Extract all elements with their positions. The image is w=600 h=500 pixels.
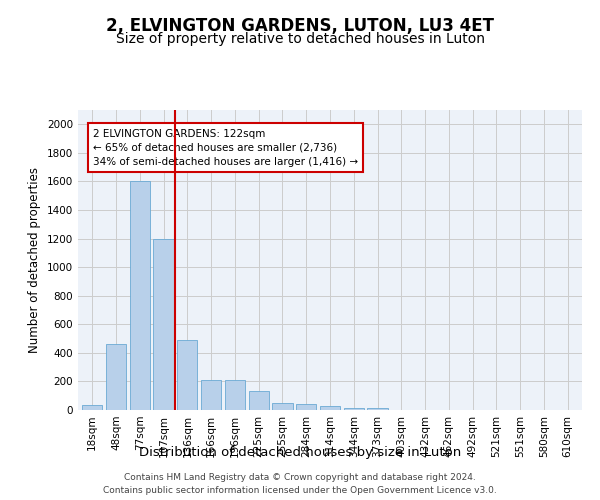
Bar [272, 403, 293, 410]
Text: Distribution of detached houses by size in Luton: Distribution of detached houses by size … [139, 446, 461, 459]
Text: 2, ELVINGTON GARDENS, LUTON, LU3 4ET: 2, ELVINGTON GARDENS, LUTON, LU3 4ET [106, 18, 494, 36]
Bar [367, 408, 388, 410]
Text: 2 ELVINGTON GARDENS: 122sqm
← 65% of detached houses are smaller (2,736)
34% of : 2 ELVINGTON GARDENS: 122sqm ← 65% of det… [93, 128, 358, 166]
Bar [296, 404, 316, 410]
Bar [130, 182, 150, 410]
Bar [225, 380, 245, 410]
Bar [106, 344, 126, 410]
Text: Contains HM Land Registry data © Crown copyright and database right 2024.
Contai: Contains HM Land Registry data © Crown c… [103, 474, 497, 495]
Y-axis label: Number of detached properties: Number of detached properties [28, 167, 41, 353]
Bar [201, 380, 221, 410]
Text: Size of property relative to detached houses in Luton: Size of property relative to detached ho… [115, 32, 485, 46]
Bar [82, 405, 103, 410]
Bar [154, 238, 173, 410]
Bar [177, 340, 197, 410]
Bar [344, 408, 364, 410]
Bar [320, 406, 340, 410]
Bar [248, 392, 269, 410]
